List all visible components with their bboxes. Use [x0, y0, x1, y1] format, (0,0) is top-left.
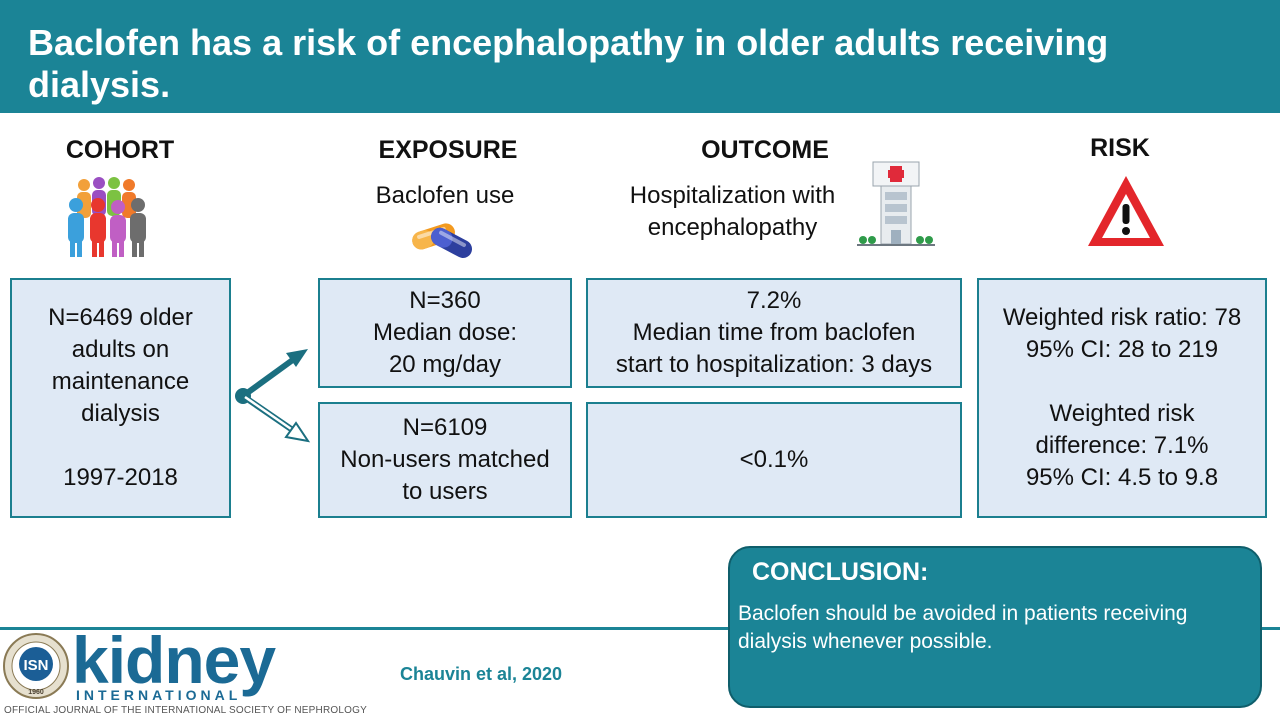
- conclusion-heading: CONCLUSION:: [752, 558, 929, 586]
- conclusion-box: CONCLUSION: Baclofen should be avoided i…: [728, 546, 1262, 708]
- risk-line: difference: 7.1%: [1035, 432, 1209, 459]
- capsule-icon: [412, 223, 473, 258]
- exposure-users-line: 20 mg/day: [388, 351, 502, 378]
- risk-line: 95% CI: 4.5 to 9.8: [1025, 464, 1219, 491]
- cohort-spacer: [48, 430, 193, 462]
- outcome-subtitle-line: encephalopathy: [647, 214, 818, 241]
- conclusion-text: Baclofen should be avoided in patients r…: [738, 602, 1188, 653]
- outcome-nonusers-box: <0.1%: [586, 402, 962, 518]
- exposure-users-line: Median dose:: [372, 319, 518, 346]
- risk-heading: RISK: [1090, 134, 1150, 162]
- outcome-heading: OUTCOME: [701, 136, 829, 164]
- arrow-head-nonusers: [284, 421, 311, 443]
- exposure-nonusers-line: to users: [402, 478, 488, 505]
- outcome-users-line: start to hospitalization: 3 days: [615, 351, 933, 378]
- exposure-nonusers-line: N=6109: [402, 414, 488, 441]
- arrow-to-users: [241, 356, 296, 399]
- outcome-nonusers-value: <0.1%: [739, 446, 809, 473]
- brand-subtitle: INTERNATIONAL: [76, 687, 242, 703]
- people-group-icon: [68, 177, 146, 257]
- outcome-users-line: Median time from baclofen: [632, 319, 916, 346]
- cohort-line: adults on: [71, 336, 170, 363]
- brand-tagline: OFFICIAL JOURNAL OF THE INTERNATIONAL SO…: [4, 705, 367, 716]
- outcome-subtitle: Hospitalization with encephalopathy: [600, 180, 865, 244]
- risk-line: 95% CI: 28 to 219: [1025, 336, 1219, 363]
- cohort-heading: COHORT: [65, 136, 175, 164]
- warning-icon: [1088, 176, 1164, 246]
- outcome-users-box: 7.2% Median time from baclofen start to …: [586, 278, 962, 388]
- exposure-nonusers-line: Non-users matched: [340, 446, 550, 473]
- cohort-box: N=6469 older adults on maintenance dialy…: [10, 278, 231, 518]
- citation: Chauvin et al, 2020: [400, 664, 563, 684]
- seal-text: ISN: [23, 657, 48, 674]
- risk-box: Weighted risk ratio: 78 95% CI: 28 to 21…: [977, 278, 1267, 518]
- brand-logo: kidney: [72, 623, 276, 697]
- cohort-years: 1997-2018: [63, 464, 178, 491]
- page-title: Baclofen has a risk of encephalopathy in…: [28, 22, 1109, 105]
- header-banner: Baclofen has a risk of encephalopathy in…: [0, 0, 1280, 113]
- footer-divider: [0, 627, 1280, 630]
- exposure-users-line: N=360: [409, 287, 481, 314]
- outcome-users-line: 7.2%: [746, 287, 802, 314]
- exposure-users-box: N=360 Median dose: 20 mg/day: [318, 278, 572, 388]
- risk-spacer: [1003, 366, 1241, 398]
- exposure-subtitle: Baclofen use: [375, 182, 515, 209]
- arrow-head-users: [286, 349, 308, 367]
- cohort-line: N=6469 older: [48, 304, 193, 331]
- isn-seal-icon: ISN 1960: [3, 633, 69, 699]
- branch-arrows: [235, 349, 311, 443]
- outcome-subtitle-line: Hospitalization with: [629, 182, 836, 209]
- cohort-line: maintenance: [51, 368, 190, 395]
- risk-line: Weighted risk: [1049, 400, 1195, 427]
- cohort-line: dialysis: [81, 400, 160, 427]
- risk-line: Weighted risk ratio: 78: [1002, 304, 1242, 331]
- exposure-nonusers-box: N=6109 Non-users matched to users: [318, 402, 572, 518]
- seal-year: 1960: [28, 689, 44, 696]
- exposure-heading: EXPOSURE: [378, 136, 518, 164]
- hospital-icon: [857, 161, 935, 246]
